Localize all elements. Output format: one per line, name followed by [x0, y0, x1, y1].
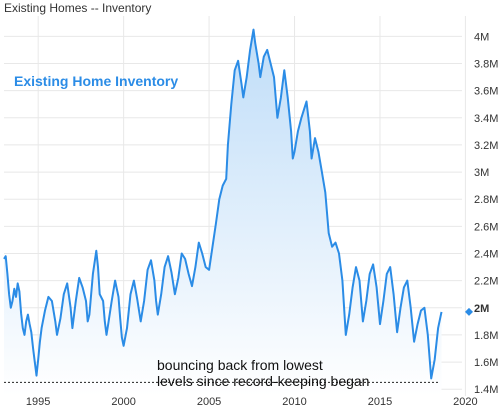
y-tick-label: 2.8M: [474, 194, 498, 206]
y-tick-label: 3.8M: [474, 59, 498, 71]
y-tick-label: 3.4M: [474, 113, 498, 125]
x-tick-label: 2010: [282, 396, 306, 407]
window-title: Existing Homes -- Inventory: [4, 1, 152, 15]
annotation-line-1: bouncing back from lowest: [157, 357, 323, 373]
x-tick-label: 2000: [111, 396, 135, 407]
y-tick-label: 3.6M: [474, 86, 498, 98]
last-value-marker-icon: [465, 307, 473, 316]
y-tick-label: 1.6M: [474, 357, 498, 369]
y-tick-label: 1.4M: [474, 384, 498, 396]
x-tick-label: 2005: [197, 396, 221, 407]
x-axis-labels: 1995 2000 2005 2010 2015 2020: [26, 396, 478, 407]
y-axis-labels: 1.4M 1.6M 1.8M 2M 2.2M 2.4M 2.6M 2.8M 3M 3.2M 3.4M…: [474, 31, 498, 396]
y-tick-label: 2.2M: [474, 276, 498, 288]
y-tick-label: 3.2M: [474, 140, 498, 152]
x-tick-label: 2020: [453, 396, 477, 407]
annotation-line-2: levels since record-keeping began: [157, 373, 369, 389]
x-tick-label: 2015: [368, 396, 392, 407]
series-label: Existing Home Inventory: [14, 73, 178, 89]
series-line: [3, 28, 443, 380]
series-area: [4, 29, 442, 396]
x-tick-label: 1995: [26, 396, 50, 407]
y-tick-label: 1.8M: [474, 330, 498, 342]
y-tick-label: 2.6M: [474, 221, 498, 233]
y-tick-label: 3M: [474, 167, 489, 179]
y-tick-label: 2.4M: [474, 249, 498, 261]
y-tick-label: 4M: [474, 31, 489, 43]
y-tick-label: 2M: [474, 303, 489, 315]
